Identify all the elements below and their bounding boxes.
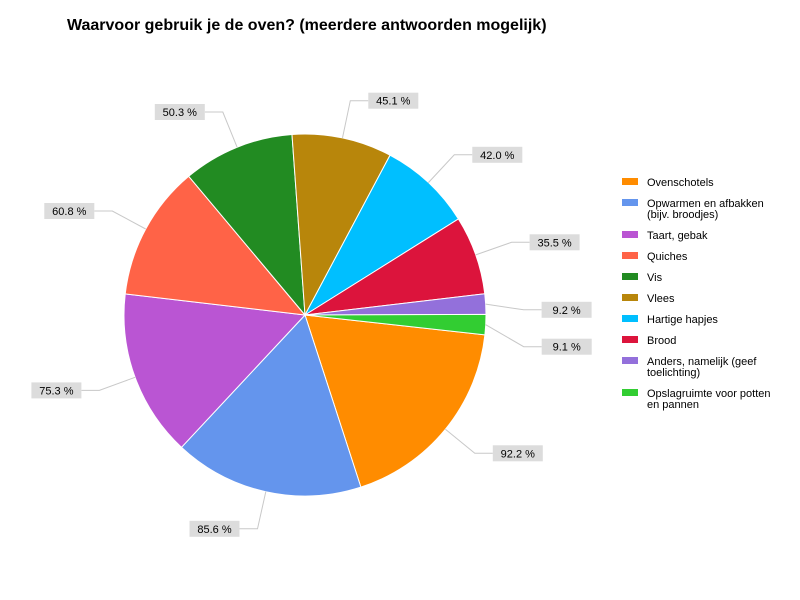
leader-line	[485, 303, 542, 311]
data-label: 9.2 %	[553, 305, 581, 317]
leader-line	[445, 428, 493, 454]
legend-swatch	[622, 231, 638, 238]
legend-swatch	[622, 199, 638, 206]
leader-line	[81, 376, 136, 391]
legend-swatch	[622, 315, 638, 322]
data-label-box	[541, 301, 592, 318]
leader-line	[342, 100, 369, 139]
data-label-box	[472, 146, 523, 163]
leader-line	[428, 154, 473, 183]
data-label-box	[44, 203, 95, 219]
pie-slice	[291, 133, 391, 317]
data-label-box	[368, 92, 419, 109]
data-label-box	[31, 382, 82, 399]
data-label: 9.1 %	[553, 342, 581, 354]
data-label-box	[529, 234, 580, 251]
legend-label: Taart, gebak	[647, 230, 708, 242]
leader-line	[204, 111, 238, 148]
legend-swatch	[622, 389, 638, 396]
legend-label: Ovenschotels	[647, 177, 714, 189]
legend-label: Brood	[647, 335, 676, 347]
data-label-box	[189, 520, 240, 537]
data-label-box	[492, 445, 543, 462]
data-label-box	[541, 338, 592, 355]
pie-slice	[188, 133, 306, 317]
pie-slice	[304, 314, 486, 488]
legend-label: Opslagruimte voor potten en pannen	[647, 388, 771, 411]
pie-slice	[303, 154, 460, 317]
data-label-box	[154, 104, 205, 120]
pie-slice	[124, 175, 307, 316]
legend-swatch	[622, 178, 638, 185]
data-label: 35.5 %	[537, 237, 571, 249]
data-label: 45.1 %	[376, 96, 410, 108]
legend-swatch	[622, 294, 638, 301]
legend-label: Opwarmen en afbakken (bijv. broodjes)	[647, 198, 764, 221]
legend-label: Vis	[647, 272, 663, 284]
legend-label: Hartige hapjes	[647, 314, 718, 326]
leader-line	[475, 241, 530, 256]
legend-swatch	[622, 252, 638, 259]
legend-label: Anders, namelijk (geef toelichting)	[647, 356, 757, 379]
data-label: 75.3 %	[39, 385, 73, 397]
legend-label: Vlees	[647, 293, 675, 305]
data-label: 60.8 %	[52, 206, 86, 218]
data-label: 50.3 %	[163, 107, 197, 119]
leader-line	[239, 491, 267, 530]
chart-title: Waarvoor gebruik je de oven? (meerdere a…	[67, 17, 547, 34]
legend-label: Quiches	[647, 251, 688, 263]
data-label: 92.2 %	[501, 448, 535, 460]
legend-swatch	[622, 336, 638, 343]
data-label: 42.0 %	[480, 150, 514, 162]
leader-line	[94, 210, 146, 230]
legend-swatch	[622, 273, 638, 280]
data-label: 85.6 %	[197, 524, 231, 536]
leader-line	[485, 324, 542, 348]
legend-swatch	[622, 357, 638, 364]
